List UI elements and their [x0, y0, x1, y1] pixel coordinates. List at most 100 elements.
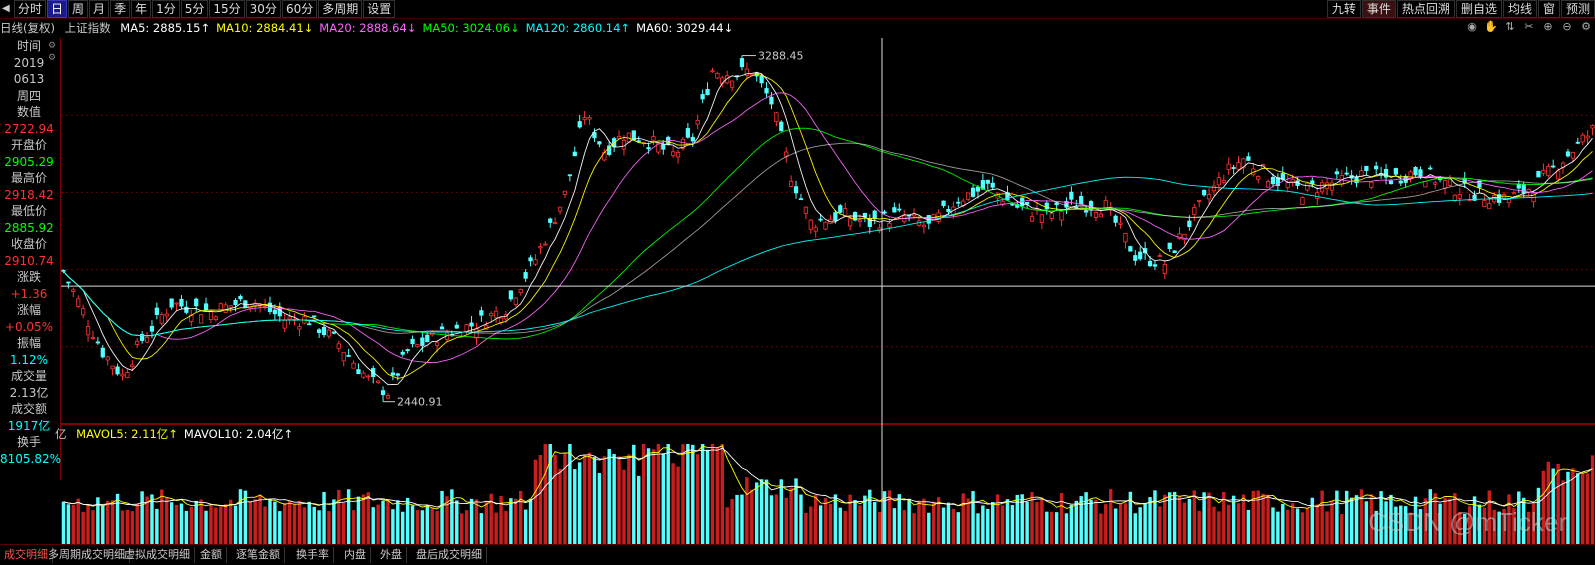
volume-bar [1517, 491, 1521, 544]
candle-body [774, 112, 779, 123]
candle-body [1551, 165, 1556, 168]
scissors-icon[interactable]: ✂ [1524, 20, 1534, 33]
volume-bar [445, 496, 449, 544]
period-tab[interactable]: 年 [131, 0, 152, 18]
volume-bar [1482, 507, 1487, 544]
bottom-tab[interactable]: 盘后成交明细 [412, 547, 487, 563]
period-tab[interactable]: 5分 [180, 0, 209, 18]
candle-body [616, 135, 622, 139]
volume-bar [976, 513, 980, 544]
panel-gear-icon[interactable]: ⚙ ⚙ [48, 41, 57, 63]
bottom-tab[interactable]: 金额 [196, 547, 227, 563]
data-window: 时间 2019 0613 周四 数值 2722.94 开盘价 2905.29 最高价 2918.4… [0, 38, 61, 480]
candle-body [1398, 180, 1403, 184]
volume-bar [1143, 502, 1147, 544]
period-tab[interactable]: 30分 [245, 0, 281, 18]
bottom-tab[interactable]: 外盘 [376, 547, 407, 563]
candle-body [793, 186, 799, 194]
function-tab[interactable]: 窗 [1537, 0, 1560, 18]
volume-bar [1222, 491, 1226, 544]
volume-bar [179, 503, 184, 544]
data-window-row: 涨跌 [16, 270, 41, 284]
pin-icon[interactable]: ⇅ [1505, 20, 1515, 33]
candle-body [513, 297, 518, 305]
data-window-row: 数值 [16, 105, 41, 119]
candlestick-chart[interactable]: 3288.45 2440.91 [61, 38, 1595, 424]
candle-body [1482, 200, 1487, 207]
period-tab[interactable]: 季 [110, 0, 131, 18]
volume-bar [110, 500, 115, 544]
volume-bar [174, 504, 179, 544]
volume-bar [1403, 506, 1408, 544]
volume-bar [990, 502, 995, 544]
period-tab[interactable]: 日 [47, 0, 68, 18]
candle-body [1084, 210, 1089, 213]
period-tab[interactable]: 15分 [209, 0, 245, 18]
period-tab[interactable]: 1分 [152, 0, 180, 18]
bottom-tab[interactable]: 成交明细 [0, 547, 53, 563]
candle-body [366, 375, 371, 378]
candle-body [911, 213, 917, 217]
volume-bar [332, 499, 336, 544]
zoom-out-icon[interactable]: ⊖ [1562, 20, 1572, 33]
function-tab[interactable]: 删自选 [1455, 0, 1502, 18]
candle-body [1487, 203, 1492, 210]
period-tab[interactable]: 60分 [281, 0, 318, 18]
volume-bar [651, 449, 656, 544]
bottom-tab[interactable]: 多周期成交明细 [44, 547, 130, 563]
period-tab[interactable]: 设置 [363, 0, 396, 18]
volume-bar [1030, 492, 1034, 544]
bottom-tab[interactable]: 逐笔金额 [232, 547, 285, 563]
candle-body [405, 349, 410, 352]
volume-bar [1261, 493, 1265, 544]
volume-bar [145, 496, 149, 544]
candle-body [970, 187, 976, 197]
arrow-left-icon[interactable]: ◀ [2, 3, 10, 14]
function-tab[interactable]: 预测 [1560, 0, 1595, 18]
eye-icon[interactable]: ◉ [1467, 20, 1477, 33]
bottom-tab[interactable]: 换手率 [292, 547, 334, 563]
candle-body [81, 308, 86, 316]
zoom-in-icon[interactable]: ⊕ [1543, 20, 1553, 33]
volume-bar [219, 505, 223, 544]
candle-body [1364, 165, 1369, 172]
volume-bar [164, 497, 169, 544]
candle-body [833, 212, 838, 222]
volume-bar [1059, 493, 1064, 544]
ma-value: MA20: 2888.64↓ [319, 21, 417, 35]
candle-body [415, 344, 420, 347]
function-tab[interactable]: 均线 [1502, 0, 1537, 18]
data-window-row: 换手 [16, 435, 41, 449]
volume-bar [622, 469, 626, 544]
volume-bar [892, 508, 897, 544]
volume-bar [86, 505, 90, 544]
candle-body [1044, 202, 1049, 210]
candle-body [494, 310, 499, 319]
candle-body [651, 136, 656, 141]
function-tab[interactable]: 热点回溯 [1396, 0, 1455, 18]
volume-bar [1281, 503, 1285, 544]
period-tab[interactable]: 周 [68, 0, 89, 18]
candle-body [975, 186, 981, 192]
volume-bar [1374, 510, 1378, 544]
period-tab[interactable]: 分时 [14, 0, 47, 18]
period-tab[interactable]: 多周期 [318, 0, 363, 18]
candle-body [1039, 214, 1044, 223]
function-tab[interactable]: 事件 [1361, 0, 1396, 18]
candle-body [685, 128, 690, 138]
candle-body [1172, 250, 1177, 254]
volume-bar [120, 510, 125, 544]
period-tab[interactable]: 月 [89, 0, 110, 18]
candle-body [553, 222, 558, 225]
candle-body [1211, 185, 1217, 192]
candle-body [1315, 192, 1320, 199]
volume-bar [577, 462, 582, 544]
function-tab[interactable]: 九转 [1326, 0, 1361, 18]
bottom-tab[interactable]: 虚拟成交明细 [120, 547, 195, 563]
settings-icon[interactable]: ⚙ [1581, 20, 1591, 33]
volume-bar [1271, 507, 1275, 544]
hand-icon[interactable]: ✋ [1484, 20, 1498, 33]
volume-chart[interactable] [61, 424, 1595, 544]
bottom-tab[interactable]: 内盘 [340, 547, 371, 563]
volume-bar [1423, 498, 1428, 544]
